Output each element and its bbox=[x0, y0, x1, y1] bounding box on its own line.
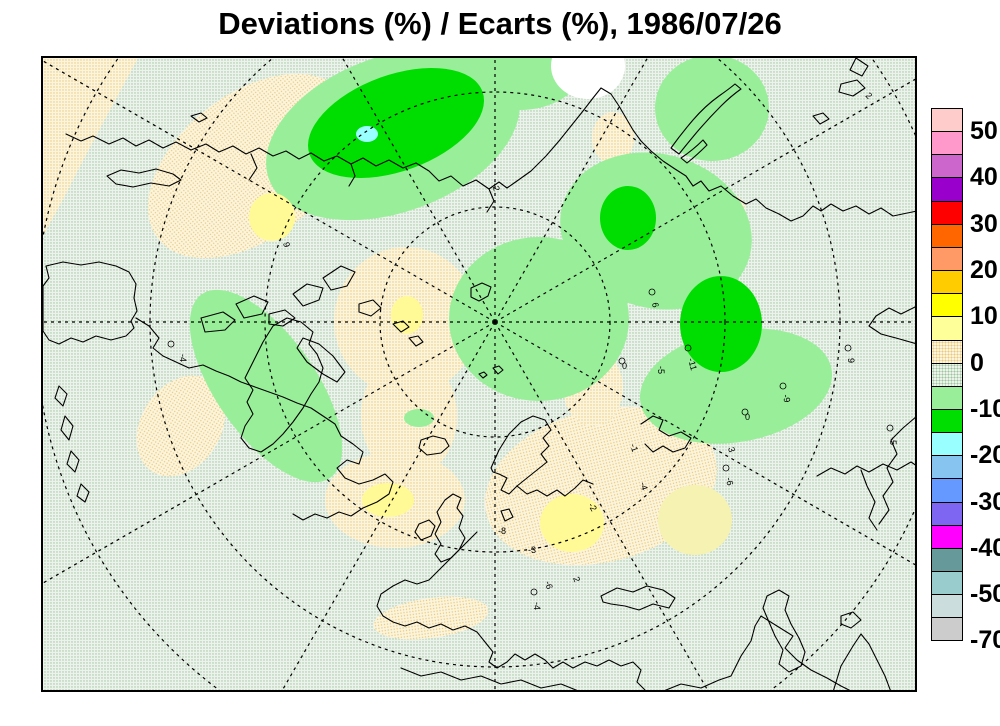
colorbar-cell bbox=[931, 617, 963, 642]
yellow-anomaly-blobs bbox=[249, 193, 604, 552]
contour-value-label: -6 bbox=[724, 477, 735, 487]
contour-value-label: 2 bbox=[864, 90, 875, 101]
contour-value-label: 3 bbox=[726, 446, 737, 453]
contour-value-label: -6 bbox=[543, 580, 555, 590]
colorbar-tick-label: 0 bbox=[970, 348, 984, 377]
contour-value-labels: -4 9 -2 2 6 -11 0 -5 9 -9 0 3 -6 -5 -1 -4 -2 -8 -3 2 -6 -4 bbox=[178, 90, 898, 610]
colorbar-cell bbox=[931, 571, 963, 596]
contour-rings bbox=[167, 288, 894, 596]
faint-positive-patch bbox=[658, 485, 732, 555]
colorbar-cell bbox=[931, 362, 963, 387]
colorbar-cell bbox=[931, 177, 963, 202]
colorbar-cell bbox=[931, 501, 963, 526]
colorbar-cell bbox=[931, 432, 963, 457]
colorbar-cell bbox=[931, 524, 963, 549]
colorbar-cell bbox=[931, 455, 963, 480]
colorbar-cell bbox=[931, 478, 963, 503]
contour-value-label: -3 bbox=[528, 545, 536, 555]
contour-value-label: 6 bbox=[650, 302, 661, 309]
contour-value-label: 0 bbox=[745, 412, 750, 422]
colorbar-tick-label: -20 bbox=[970, 441, 1000, 470]
colorbar-cell bbox=[931, 408, 963, 434]
colorbar-tick-label: 10 bbox=[970, 302, 998, 331]
colorbar-cell bbox=[931, 200, 963, 225]
colorbar-tick-label: -30 bbox=[970, 487, 1000, 516]
contour-value-label: -8 bbox=[498, 526, 506, 536]
colorbar-cell bbox=[931, 339, 963, 364]
contour-value-label: -1 bbox=[628, 442, 640, 453]
colorbar-cell bbox=[931, 246, 963, 272]
colorbar-cell bbox=[931, 108, 963, 133]
contour-value-label: -5 bbox=[656, 366, 666, 374]
colorbar-tick-label: 30 bbox=[970, 209, 998, 238]
contour-value-label: -11 bbox=[686, 357, 699, 372]
page-title: Deviations (%) / Ecarts (%), 1986/07/26 bbox=[218, 6, 782, 41]
colorbar-tick-label: -10 bbox=[970, 394, 1000, 423]
colorbar-cell bbox=[931, 316, 963, 341]
colorbar-cell bbox=[931, 223, 963, 248]
colorbar-cell bbox=[931, 385, 963, 410]
colorbar-tick-label: -50 bbox=[970, 580, 1000, 609]
contour-value-label: -9 bbox=[781, 394, 792, 404]
bright-green-anomaly-blobs bbox=[308, 68, 762, 372]
contour-value-label: -4 bbox=[532, 602, 542, 610]
contour-value-label: -2 bbox=[490, 182, 502, 192]
coastlines bbox=[42, 57, 918, 693]
contour-value-label: -4 bbox=[178, 354, 188, 362]
contour-value-label: 9 bbox=[281, 241, 292, 248]
colorbar-tick-label: -40 bbox=[970, 533, 1000, 562]
colorbar-cell bbox=[931, 131, 963, 156]
contour-value-label: -2 bbox=[586, 501, 599, 513]
contour-value-label: -4 bbox=[638, 481, 650, 491]
map-border bbox=[41, 56, 917, 692]
colorbar-tick-label: 20 bbox=[970, 256, 998, 285]
colorbar-tick-label: -70 bbox=[970, 626, 1000, 655]
colorbar-cell bbox=[931, 270, 963, 295]
contour-value-label: 0 bbox=[622, 361, 627, 371]
contour-value-label: -5 bbox=[888, 437, 898, 445]
colorbar-tick-label: 50 bbox=[970, 117, 998, 146]
colorbar-cell bbox=[931, 547, 963, 573]
colorbar-cell bbox=[931, 154, 963, 179]
contour-value-label: 2 bbox=[571, 575, 582, 583]
colorbar-cell bbox=[931, 293, 963, 318]
colorbar-tick-label: 40 bbox=[970, 163, 998, 192]
contour-value-label: 9 bbox=[846, 358, 856, 363]
cyan-anomaly-spot bbox=[356, 126, 378, 142]
colorbar-cell bbox=[931, 594, 963, 619]
